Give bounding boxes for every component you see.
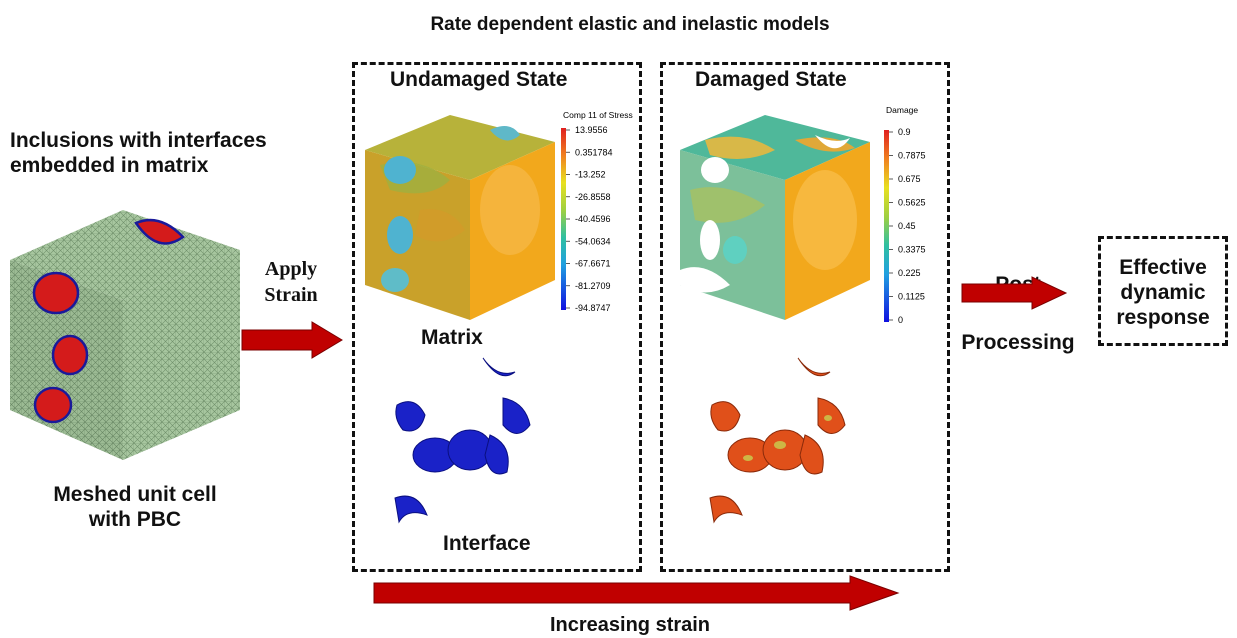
stress-colorbar-tick-label: -13.252 <box>575 170 606 180</box>
inclusions-heading-line1: Inclusions with interfaces <box>10 129 267 152</box>
effective-line3: response <box>1116 306 1210 329</box>
inclusions-heading: Inclusions with interfaces embedded in m… <box>10 128 340 178</box>
damage-colorbar-tick-label: 0.225 <box>898 268 921 278</box>
damage-colorbar-tick-label: 0.675 <box>898 174 921 184</box>
increasing-strain-label: Increasing strain <box>549 614 711 636</box>
inclusion-left-2 <box>51 334 89 376</box>
effective-line1: Effective <box>1119 256 1207 279</box>
inclusions-heading-line2: embedded in matrix <box>10 154 209 177</box>
post-processing-arrow <box>961 276 1068 310</box>
stress-colorbar-tick-label: -26.8558 <box>575 192 611 202</box>
damage-colorbar-title: Damage <box>886 105 918 115</box>
damage-colorbar-tick-label: 0.3375 <box>898 245 926 255</box>
cube-right-face <box>123 250 240 460</box>
damage-colorbar-tick-label: 0.45 <box>898 221 916 231</box>
increasing-strain-arrow <box>373 575 900 611</box>
damage-colorbar: Damage 0.9 0.7875 0.675 0.5625 0.45 0.3375 0.2… <box>884 105 926 325</box>
undamaged-matrix-cube <box>365 115 555 320</box>
inclusion-left-1 <box>32 271 80 315</box>
damaged-state-title: Damaged State <box>695 68 847 91</box>
diagram-title: Rate dependent elastic and inelastic mod… <box>430 14 830 35</box>
interface-label: Interface <box>443 532 531 555</box>
meshed-caption-line1: Meshed unit cell <box>53 483 217 506</box>
effective-line2: dynamic <box>1120 281 1206 304</box>
apply-strain-arrow <box>241 321 343 359</box>
post-processing-label: Post Processing <box>948 256 1088 372</box>
inclusion-top <box>134 218 185 245</box>
processing-line: Processing <box>961 331 1075 354</box>
stress-colorbar-tick-label: -94.8747 <box>575 303 611 313</box>
stress-colorbar-tick-label: -81.2709 <box>575 281 611 291</box>
damaged-matrix-cube <box>680 115 870 320</box>
damage-colorbar-tick-label: 0.9 <box>898 127 911 137</box>
stress-colorbar: Comp 11 of Stress 13.9556 0.351784 -13.252… <box>561 110 633 313</box>
damage-colorbar-tick-label: 0 <box>898 315 903 325</box>
effective-response-box: Effective dynamic response <box>1098 236 1228 346</box>
stress-colorbar-tick-label: 0.351784 <box>575 147 613 157</box>
meshed-caption: Meshed unit cell with PBC <box>20 482 250 532</box>
undamaged-interfaces <box>394 357 531 524</box>
apply-strain-line2: Strain <box>264 284 318 306</box>
stress-colorbar-tick-label: 13.9556 <box>575 125 608 135</box>
stress-colorbar-tick-label: -67.6671 <box>575 259 611 269</box>
damaged-interfaces <box>709 357 846 524</box>
damage-colorbar-tick-label: 0.7875 <box>898 151 926 161</box>
inclusion-left-3 <box>33 386 73 424</box>
damage-colorbar-tick-label: 0.1125 <box>898 292 925 302</box>
undamaged-state-title: Undamaged State <box>390 68 568 91</box>
apply-strain-label: Apply Strain <box>246 256 336 308</box>
apply-strain-line1: Apply <box>264 258 318 280</box>
stress-colorbar-title: Comp 11 of Stress <box>563 110 633 120</box>
damage-colorbar-tick-label: 0.5625 <box>898 198 926 208</box>
meshed-unit-cell <box>10 210 240 460</box>
damaged-state-box <box>660 62 950 572</box>
meshed-caption-line2: with PBC <box>88 508 182 531</box>
stress-colorbar-tick-label: -54.0634 <box>575 236 611 246</box>
undamaged-state-box <box>352 62 642 572</box>
matrix-label: Matrix <box>421 326 483 349</box>
stress-colorbar-tick-label: -40.4596 <box>575 214 611 224</box>
